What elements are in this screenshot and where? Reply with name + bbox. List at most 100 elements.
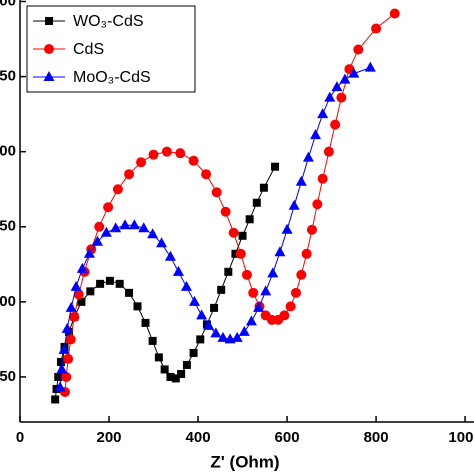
marker <box>160 365 169 374</box>
marker <box>44 44 54 54</box>
marker <box>70 280 82 291</box>
marker <box>285 301 296 312</box>
marker <box>43 71 55 81</box>
marker <box>110 222 122 233</box>
marker <box>217 285 226 294</box>
marker <box>267 267 279 278</box>
marker <box>295 175 307 186</box>
marker <box>100 226 112 237</box>
legend-label: CdS <box>73 41 104 58</box>
marker <box>339 73 351 84</box>
y-tick-label: 100 <box>0 293 16 310</box>
marker <box>125 288 134 297</box>
marker <box>147 228 159 239</box>
marker <box>323 146 334 157</box>
marker <box>65 334 76 345</box>
x-tick-label: 1000 <box>448 429 474 446</box>
marker <box>389 8 400 19</box>
marker <box>201 169 212 180</box>
marker <box>164 250 176 261</box>
marker <box>136 157 147 168</box>
marker <box>189 348 198 357</box>
marker <box>154 353 163 362</box>
marker <box>279 310 290 321</box>
marker <box>148 336 157 345</box>
legend-label: WO₃-CdS <box>73 13 144 30</box>
marker <box>61 371 72 382</box>
marker <box>141 318 150 327</box>
marker <box>175 148 186 159</box>
y-tick-label: 150 <box>0 218 16 235</box>
marker <box>171 374 180 383</box>
marker <box>238 325 250 336</box>
x-tick-label: 400 <box>186 429 211 446</box>
marker <box>253 301 265 312</box>
marker <box>330 119 341 130</box>
marker <box>177 369 186 378</box>
marker <box>56 357 65 366</box>
marker <box>54 381 66 392</box>
marker <box>210 327 222 338</box>
marker <box>231 249 240 258</box>
marker <box>336 92 347 103</box>
series-line <box>54 166 276 400</box>
marker <box>317 173 328 184</box>
marker <box>124 169 135 180</box>
marker <box>281 223 293 234</box>
marker <box>274 246 286 257</box>
marker <box>302 151 314 162</box>
marker <box>301 248 312 259</box>
marker <box>51 395 60 404</box>
marker <box>83 247 95 258</box>
marker <box>133 302 142 311</box>
marker <box>306 224 317 235</box>
x-tick-label: 0 <box>16 429 24 446</box>
marker <box>310 129 322 140</box>
y-tick-label: 250 <box>0 68 16 85</box>
marker <box>224 267 233 276</box>
marker <box>91 235 103 246</box>
marker <box>103 202 114 213</box>
marker <box>86 287 95 296</box>
marker <box>312 199 323 210</box>
marker <box>288 199 300 210</box>
marker <box>166 372 175 381</box>
y-tick-label: 50 <box>0 368 16 385</box>
marker <box>248 287 259 298</box>
marker <box>56 363 68 374</box>
x-axis-label: Z' (Ohm) <box>210 452 279 471</box>
marker <box>45 17 53 25</box>
marker <box>196 309 208 320</box>
marker <box>252 198 261 207</box>
marker <box>203 319 215 330</box>
marker <box>96 279 105 288</box>
marker <box>245 215 254 224</box>
marker <box>348 67 360 78</box>
marker <box>148 149 159 160</box>
marker <box>69 311 80 322</box>
marker <box>231 331 243 342</box>
marker <box>217 331 229 342</box>
marker <box>220 206 231 217</box>
marker <box>94 221 105 232</box>
marker <box>324 91 336 102</box>
marker <box>180 280 192 291</box>
y-tick-label: 300 <box>0 0 16 9</box>
marker <box>156 237 168 248</box>
x-tick-label: 200 <box>97 429 122 446</box>
marker <box>364 61 376 72</box>
marker <box>61 322 73 333</box>
marker <box>65 301 77 312</box>
marker <box>182 360 191 369</box>
marker <box>353 44 364 55</box>
marker <box>138 222 150 233</box>
marker <box>228 227 239 238</box>
marker <box>290 287 301 298</box>
marker <box>245 315 257 326</box>
marker <box>271 162 280 171</box>
marker <box>238 231 247 240</box>
marker <box>119 219 131 230</box>
marker <box>296 269 307 280</box>
